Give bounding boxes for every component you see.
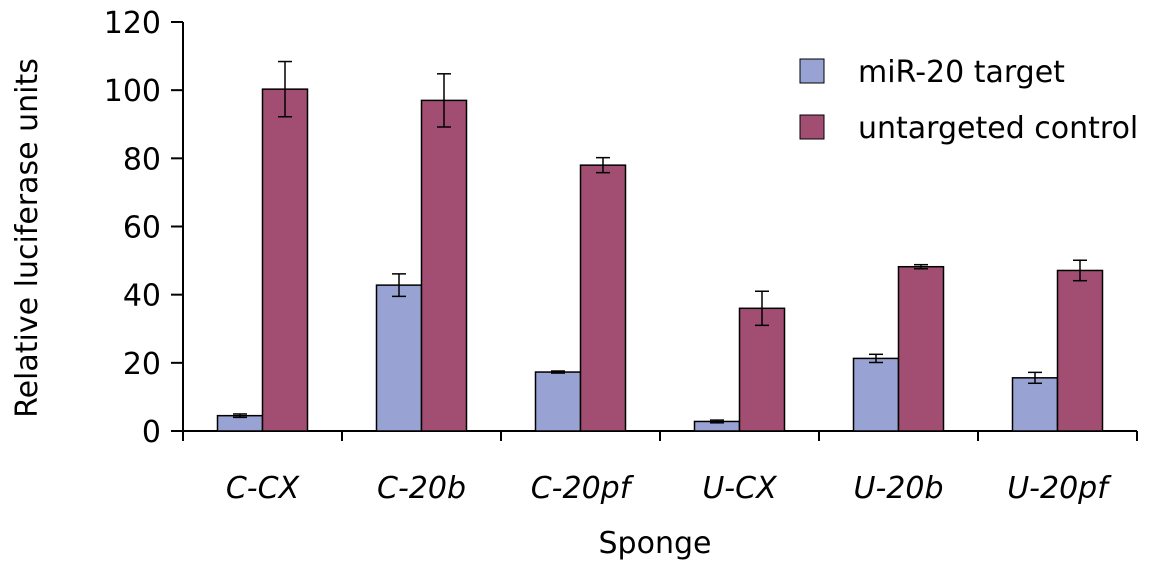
y-tick-label: 20 — [123, 347, 161, 382]
bar-untargeted-control — [579, 164, 627, 432]
bar-mir20-target — [852, 357, 900, 432]
y-tick-label: 0 — [142, 415, 161, 450]
y-tick-label: 100 — [104, 74, 161, 109]
x-axis: C-CX C-20b C-20pf U-CX U-20b U-20pf — [182, 430, 1138, 506]
bar-untargeted-control — [261, 88, 309, 432]
legend-swatch — [799, 58, 825, 84]
y-axis: 0 20 40 60 80 100 120 — [104, 6, 184, 450]
bar-untargeted-control — [897, 265, 945, 432]
x-category-label: U-CX — [702, 471, 778, 506]
bar-mir20-target — [1011, 377, 1059, 432]
x-category-label: U-20b — [854, 471, 944, 506]
y-axis-title: Relative luciferase units — [10, 58, 45, 418]
bars — [216, 60, 1104, 432]
legend-label: miR-20 target — [858, 55, 1065, 90]
x-category-label: C-20pf — [531, 471, 635, 506]
y-tick-label: 60 — [123, 211, 161, 246]
y-tick-label: 120 — [104, 6, 161, 41]
x-category-label: C-20b — [377, 471, 466, 506]
legend-label: untargeted control — [858, 111, 1138, 146]
bar-untargeted-control — [1056, 269, 1104, 432]
legend: miR-20 target untargeted control — [799, 55, 1138, 146]
y-tick-label: 80 — [123, 142, 161, 177]
y-tick-label: 40 — [123, 279, 161, 314]
x-category-label: C-CX — [226, 471, 301, 506]
bar-mir20-target — [375, 284, 423, 432]
x-axis-title: Sponge — [599, 526, 712, 561]
legend-swatch — [799, 114, 825, 140]
bar-untargeted-control — [420, 99, 468, 432]
bar-mir20-target — [534, 371, 582, 432]
x-category-label: U-20pf — [1007, 471, 1112, 506]
bar-untargeted-control — [738, 307, 786, 432]
